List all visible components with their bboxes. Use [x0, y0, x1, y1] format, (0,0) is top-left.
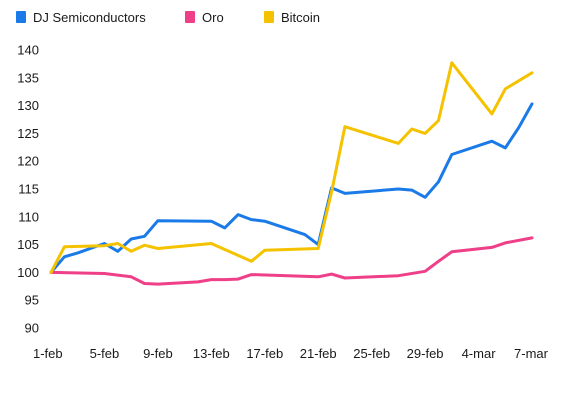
y-tick-label: 115: [18, 182, 39, 197]
series-line-oro: [49, 236, 534, 286]
x-tick-label: 9-feb: [143, 346, 173, 361]
y-tick-label: 125: [17, 126, 39, 141]
y-tick-label: 135: [17, 70, 39, 85]
x-tick-label: 25-feb: [353, 346, 390, 361]
y-tick-label: 90: [25, 321, 39, 336]
x-tick-label: 4-mar: [462, 346, 497, 361]
y-tick-label: 105: [17, 237, 39, 252]
x-axis: 1-feb 5-feb 9-feb 13-feb 17-feb 21-feb 25-feb 2…: [33, 346, 549, 361]
x-tick-label: 1-feb: [33, 346, 63, 361]
y-tick-label: 130: [17, 98, 39, 113]
y-tick-label: 95: [25, 293, 39, 308]
x-tick-label: 29-feb: [407, 346, 444, 361]
series-line-dj-semiconductors: [49, 102, 534, 274]
y-tick-label: 100: [17, 265, 39, 280]
y-tick-label: 120: [17, 154, 39, 169]
y-axis: 90 95 100 105 110 115 120 125 130 135 140: [17, 43, 39, 336]
y-tick-label: 140: [17, 43, 39, 58]
x-tick-label: 7-mar: [514, 346, 549, 361]
legend-swatch-oro: [185, 11, 195, 23]
x-tick-label: 13-feb: [193, 346, 230, 361]
legend: DJ Semiconductors Oro Bitcoin: [16, 10, 320, 25]
series-group: [49, 61, 534, 286]
legend-swatch-bitcoin: [264, 11, 274, 23]
legend-label-oro: Oro: [202, 10, 224, 25]
legend-label-dj-semiconductors: DJ Semiconductors: [33, 10, 146, 25]
x-tick-label: 21-feb: [300, 346, 337, 361]
legend-label-bitcoin: Bitcoin: [281, 10, 320, 25]
legend-swatch-dj-semiconductors: [16, 11, 26, 23]
y-tick-label: 110: [18, 209, 39, 224]
series-line-bitcoin: [49, 61, 534, 274]
x-tick-label: 5-feb: [90, 346, 120, 361]
x-tick-label: 17-feb: [246, 346, 283, 361]
